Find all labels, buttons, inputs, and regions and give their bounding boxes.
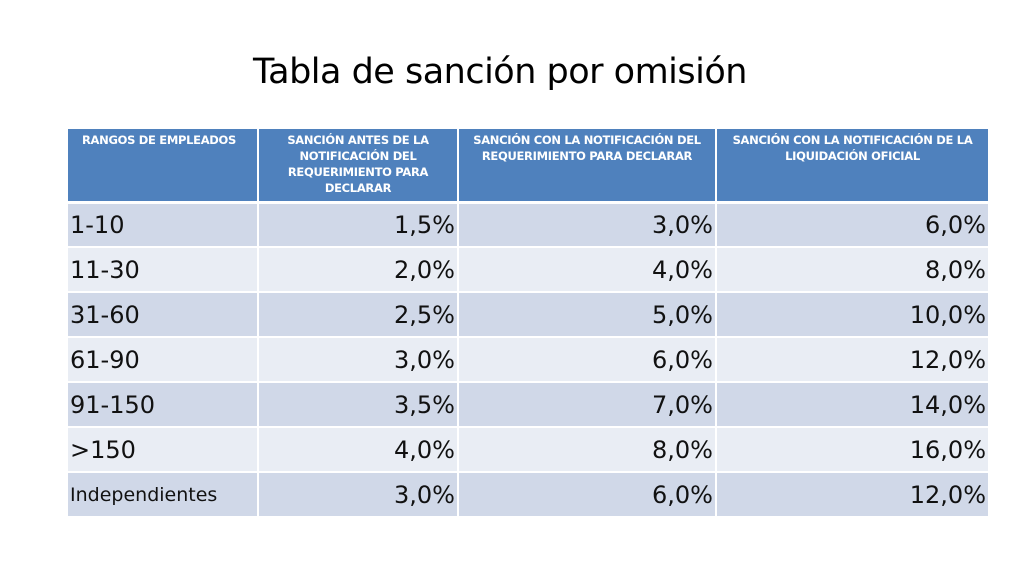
cell-requirement-notice: 6,0% xyxy=(458,472,717,518)
cell-before-notice: 2,5% xyxy=(258,292,459,338)
cell-range: 31-60 xyxy=(68,292,259,338)
cell-before-notice: 4,0% xyxy=(258,427,459,473)
table-row: 61-90 3,0% 6,0% 12,0% xyxy=(68,337,988,383)
cell-requirement-notice: 7,0% xyxy=(458,382,717,428)
cell-official-liquidation: 8,0% xyxy=(716,247,988,293)
cell-requirement-notice: 3,0% xyxy=(458,202,717,248)
cell-range: >150 xyxy=(68,427,259,473)
header-sanction-before-notice: SANCIÓN ANTES DE LA NOTIFICACIÓN DEL REQ… xyxy=(258,129,459,204)
cell-range: 91-150 xyxy=(68,382,259,428)
cell-requirement-notice: 8,0% xyxy=(458,427,717,473)
table-header-row: RANGOS DE EMPLEADOS SANCIÓN ANTES DE LA … xyxy=(68,129,988,204)
table-row: Independientes 3,0% 6,0% 12,0% xyxy=(68,472,988,518)
table-row: 31-60 2,5% 5,0% 10,0% xyxy=(68,292,988,338)
cell-range: 11-30 xyxy=(68,247,259,293)
table-row: 11-30 2,0% 4,0% 8,0% xyxy=(68,247,988,293)
cell-requirement-notice: 4,0% xyxy=(458,247,717,293)
cell-before-notice: 1,5% xyxy=(258,202,459,248)
cell-official-liquidation: 12,0% xyxy=(716,472,988,518)
cell-official-liquidation: 6,0% xyxy=(716,202,988,248)
header-sanction-with-official-liquidation: SANCIÓN CON LA NOTIFICACIÓN DE LA LIQUID… xyxy=(716,129,988,204)
header-sanction-with-requirement-notice: SANCIÓN CON LA NOTIFICACIÓN DEL REQUERIM… xyxy=(458,129,717,204)
slide-title: Tabla de sanción por omisión xyxy=(253,52,747,92)
cell-range: 61-90 xyxy=(68,337,259,383)
cell-official-liquidation: 10,0% xyxy=(716,292,988,338)
cell-before-notice: 3,5% xyxy=(258,382,459,428)
table-row: 1-10 1,5% 3,0% 6,0% xyxy=(68,202,988,248)
cell-before-notice: 3,0% xyxy=(258,337,459,383)
cell-range: 1-10 xyxy=(68,202,259,248)
cell-official-liquidation: 16,0% xyxy=(716,427,988,473)
cell-before-notice: 3,0% xyxy=(258,472,459,518)
cell-official-liquidation: 14,0% xyxy=(716,382,988,428)
cell-range: Independientes xyxy=(68,472,259,518)
table-row: 91-150 3,5% 7,0% 14,0% xyxy=(68,382,988,428)
cell-official-liquidation: 12,0% xyxy=(716,337,988,383)
sanction-table: RANGOS DE EMPLEADOS SANCIÓN ANTES DE LA … xyxy=(68,129,988,518)
table-row: >150 4,0% 8,0% 16,0% xyxy=(68,427,988,473)
cell-requirement-notice: 6,0% xyxy=(458,337,717,383)
cell-before-notice: 2,0% xyxy=(258,247,459,293)
cell-requirement-notice: 5,0% xyxy=(458,292,717,338)
header-employee-ranges: RANGOS DE EMPLEADOS xyxy=(68,129,259,204)
